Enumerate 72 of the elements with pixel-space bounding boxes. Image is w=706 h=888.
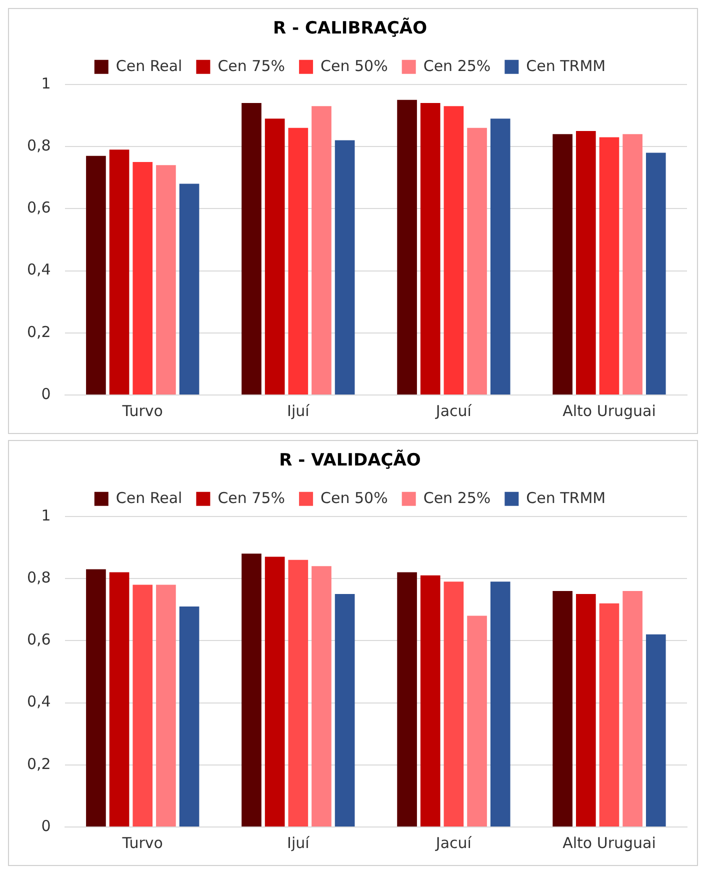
x-tick-label: Turvo <box>121 402 163 420</box>
bar <box>490 118 510 394</box>
y-tick-label: 0,4 <box>26 692 51 711</box>
bar <box>397 100 417 394</box>
legend-label: Cen 50% <box>320 56 388 75</box>
bar <box>109 150 130 394</box>
y-tick-label: 0,6 <box>26 630 51 649</box>
bar <box>646 634 666 826</box>
bar <box>467 616 487 826</box>
bar <box>490 582 510 826</box>
bar <box>264 556 285 826</box>
y-tick-label: 1 <box>41 74 51 92</box>
bar <box>420 103 440 394</box>
bar <box>242 554 262 826</box>
bar <box>179 606 200 826</box>
y-tick-label: 0,8 <box>26 136 51 154</box>
x-tick-label: Ijuí <box>287 834 310 852</box>
bar <box>552 134 572 394</box>
bar <box>179 184 200 394</box>
legend-label: Cen 25% <box>423 488 491 507</box>
bar <box>444 582 464 826</box>
bar <box>312 566 332 826</box>
bar <box>622 134 642 394</box>
bar <box>576 130 596 394</box>
bar <box>86 569 106 826</box>
x-tick-label: Alto Uruguai <box>562 402 656 420</box>
y-tick-label: 0,6 <box>26 198 51 217</box>
x-tick-label: Jacuí <box>434 834 472 852</box>
legend-label: Cen 50% <box>320 488 388 507</box>
bar <box>646 152 666 394</box>
bar <box>288 560 308 826</box>
bar <box>444 106 464 394</box>
chart-title: R - VALIDAÇÃO <box>279 450 421 471</box>
y-tick-label: 0 <box>41 384 51 403</box>
bar <box>552 590 572 826</box>
y-tick-label: 0,2 <box>26 322 51 341</box>
bar <box>312 106 332 394</box>
bar <box>86 156 106 394</box>
bar <box>467 128 487 394</box>
bar <box>599 137 620 394</box>
bar <box>156 165 176 394</box>
bar <box>397 572 417 826</box>
legend-label: Cen 25% <box>423 56 491 75</box>
y-tick-label: 0,2 <box>26 754 51 773</box>
y-tick-label: 0 <box>41 816 51 835</box>
chart-title: R - CALIBRAÇÃO <box>272 18 428 39</box>
bar <box>334 140 355 394</box>
bar <box>242 103 262 394</box>
bar <box>109 572 130 826</box>
x-tick-label: Ijuí <box>287 402 310 420</box>
legend-label: Cen Real <box>116 488 182 507</box>
bar <box>264 118 285 394</box>
bar <box>288 128 308 394</box>
legend-label: Cen 75% <box>218 56 286 75</box>
y-tick-label: 0,8 <box>26 568 51 586</box>
y-tick-label: 0,4 <box>26 260 51 279</box>
bar <box>132 584 153 826</box>
y-tick-label: 1 <box>41 506 51 524</box>
legend-label: Cen 75% <box>218 488 286 507</box>
x-tick-label: Jacuí <box>434 402 472 420</box>
bar <box>132 162 153 394</box>
bar <box>334 594 355 826</box>
bar <box>622 590 642 826</box>
x-tick-label: Turvo <box>121 834 163 852</box>
legend-label: Cen TRMM <box>526 488 606 507</box>
bar <box>156 584 176 826</box>
legend-label: Cen TRMM <box>526 56 606 75</box>
x-tick-label: Alto Uruguai <box>562 834 656 852</box>
bar <box>420 575 440 826</box>
bar <box>576 594 596 826</box>
bar <box>599 603 620 826</box>
legend-label: Cen Real <box>116 56 182 75</box>
